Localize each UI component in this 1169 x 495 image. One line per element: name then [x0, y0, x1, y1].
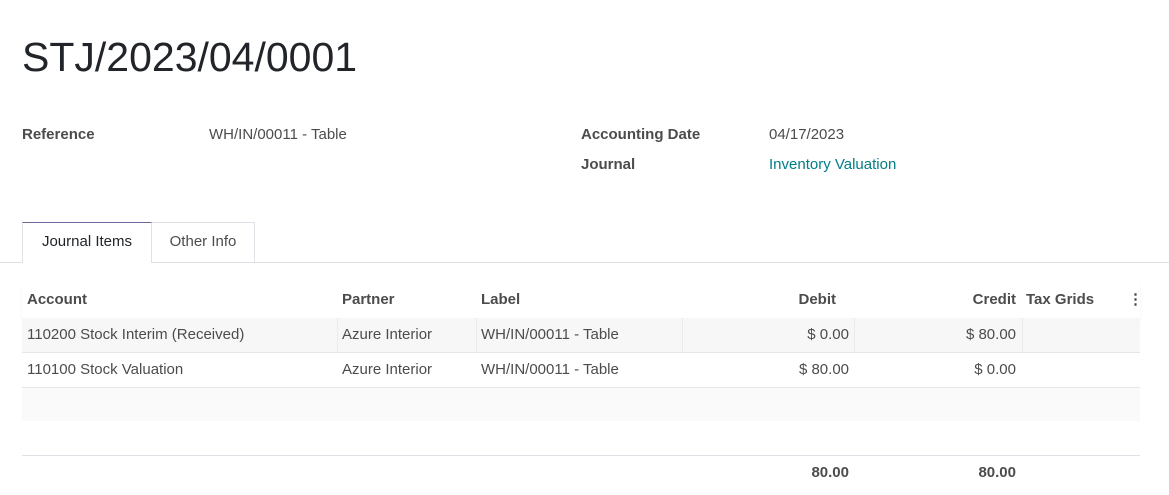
- total-credit: 80.00: [978, 464, 1016, 481]
- accounting-date-label: Accounting Date: [581, 126, 701, 143]
- table-row[interactable]: 110100 Stock Valuation Azure Interior WH…: [22, 353, 1140, 388]
- empty-row: [22, 421, 1140, 456]
- cell-credit[interactable]: $ 80.00: [965, 326, 1016, 343]
- reference-field[interactable]: WH/IN/00011 - Table: [209, 126, 347, 143]
- tab-other-info[interactable]: Other Info: [152, 222, 255, 262]
- tab-divider: [0, 262, 1169, 263]
- tab-journal-items[interactable]: Journal Items: [22, 222, 152, 263]
- column-header-partner[interactable]: Partner: [342, 291, 395, 308]
- cell-divider: [476, 318, 477, 352]
- table-row[interactable]: 110200 Stock Interim (Received) Azure In…: [22, 318, 1140, 353]
- cell-divider: [337, 318, 338, 352]
- cell-divider: [682, 318, 683, 352]
- vertical-dots-icon[interactable]: ⋮: [1128, 291, 1143, 308]
- column-header-debit[interactable]: Debit: [798, 291, 837, 308]
- journal-items-table: Account Partner Label Debit Credit Tax G…: [22, 283, 1143, 490]
- cell-divider: [1022, 318, 1023, 352]
- cell-label[interactable]: WH/IN/00011 - Table: [481, 326, 619, 343]
- cell-debit[interactable]: $ 0.00: [807, 326, 849, 343]
- cell-debit[interactable]: $ 80.00: [798, 361, 849, 378]
- empty-row: [22, 388, 1140, 421]
- column-header-credit[interactable]: Credit: [972, 291, 1016, 308]
- cell-label[interactable]: WH/IN/00011 - Table: [481, 361, 619, 378]
- cell-credit[interactable]: $ 0.00: [974, 361, 1016, 378]
- journal-link[interactable]: Inventory Valuation: [769, 156, 897, 173]
- table-footer-totals: 80.00 80.00: [22, 456, 1140, 490]
- journal-label: Journal: [581, 156, 636, 173]
- column-header-tax-grids[interactable]: Tax Grids: [1026, 291, 1095, 308]
- cell-account[interactable]: 110200 Stock Interim (Received): [27, 326, 245, 343]
- cell-partner[interactable]: Azure Interior: [342, 361, 433, 378]
- column-header-label[interactable]: Label: [481, 291, 521, 308]
- accounting-date-field[interactable]: 04/17/2023: [769, 126, 845, 143]
- cell-account[interactable]: 110100 Stock Valuation: [27, 361, 184, 378]
- page-title: STJ/2023/04/0001: [22, 34, 358, 80]
- cell-divider: [854, 318, 855, 352]
- total-debit: 80.00: [811, 464, 849, 481]
- column-header-account[interactable]: Account: [27, 291, 87, 308]
- reference-label: Reference: [22, 126, 95, 143]
- cell-partner[interactable]: Azure Interior: [342, 326, 433, 343]
- table-header: Account Partner Label Debit Credit Tax G…: [22, 283, 1143, 318]
